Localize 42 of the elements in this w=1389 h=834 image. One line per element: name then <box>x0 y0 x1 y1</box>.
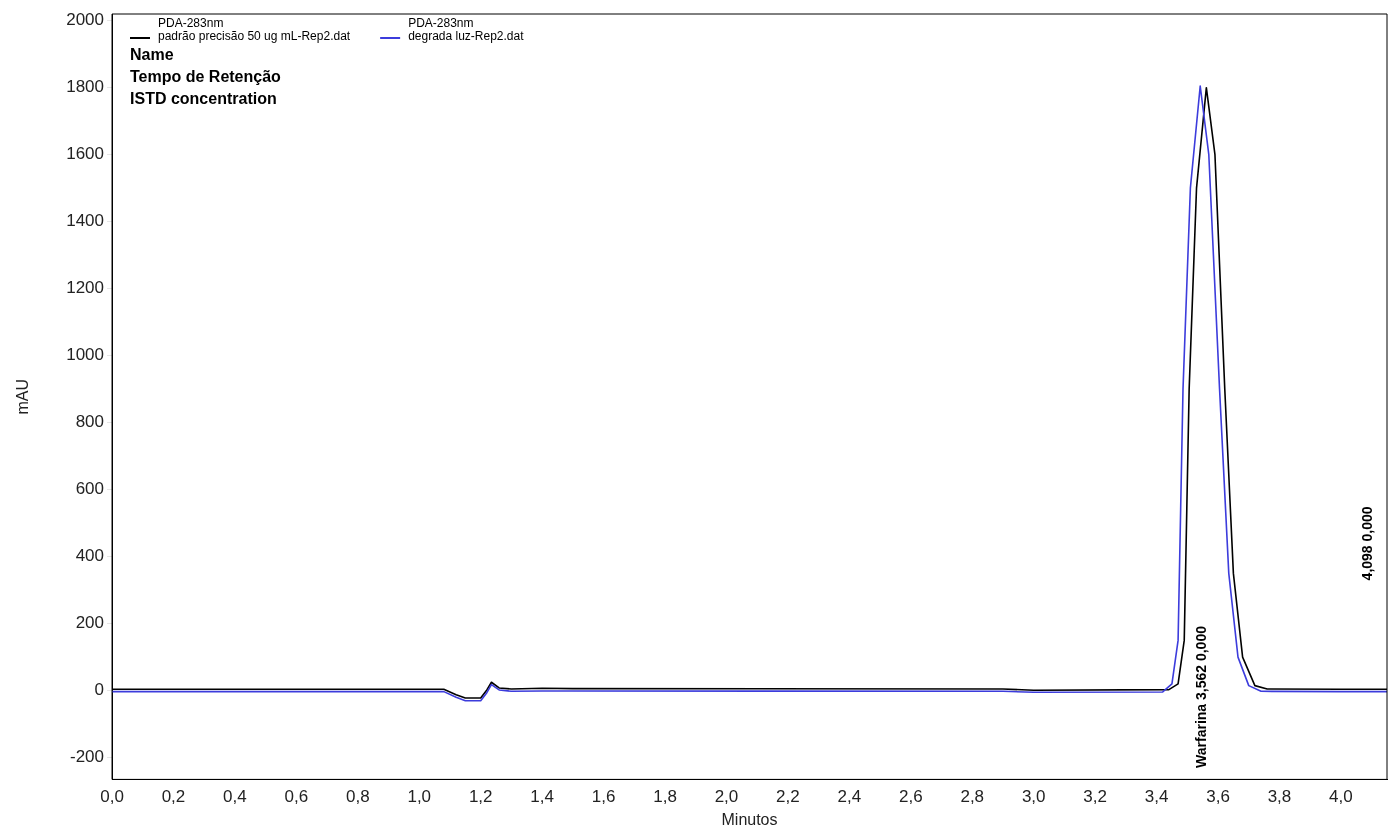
y-tick-label: -200 <box>69 747 105 767</box>
x-tick-label: 2,0 <box>714 787 739 807</box>
x-tick-label: 1,0 <box>407 787 432 807</box>
x-tick-label: 1,6 <box>591 787 616 807</box>
x-tick-label: 3,4 <box>1144 787 1169 807</box>
y-tick-label: 200 <box>75 613 105 633</box>
annotation: Name <box>130 46 174 64</box>
x-tick-label: 3,8 <box>1267 787 1292 807</box>
x-tick-label: 0,0 <box>100 787 124 807</box>
x-tick-label: 1,2 <box>468 787 493 807</box>
x-tick-label: 2,6 <box>898 787 923 807</box>
x-tick-label: 3,0 <box>1021 787 1046 807</box>
x-tick-label: 3,6 <box>1206 787 1230 807</box>
annotation: Warfarina 3,562 0,000 <box>1192 625 1209 768</box>
x-tick-label: 3,2 <box>1083 787 1107 807</box>
x-tick-label: 0,6 <box>284 787 309 807</box>
annotation: ISTD concentration <box>130 90 277 108</box>
y-tick-label: 400 <box>75 546 105 566</box>
y-tick-label: 1800 <box>66 77 105 97</box>
y-tick-label: 2000 <box>66 10 105 30</box>
x-tick-label: 0,4 <box>223 787 247 807</box>
x-axis-title: Minutos <box>721 810 778 828</box>
annotation: 4,098 0,000 <box>1358 506 1375 581</box>
y-tick-label: 800 <box>75 412 105 432</box>
y-tick-label: 1200 <box>66 278 105 298</box>
x-tick-label: 0,8 <box>345 787 370 807</box>
y-tick-label: 1400 <box>66 211 105 231</box>
legend-label: PDA-283nm padrão precisão 50 ug mL-Rep2.dat <box>158 16 351 44</box>
y-tick-label: 0 <box>94 680 105 700</box>
x-tick-label: 4,0 <box>1329 787 1353 807</box>
y-tick-label: 1000 <box>66 345 105 365</box>
x-tick-label: 1,8 <box>653 787 677 807</box>
x-tick-label: 2,2 <box>776 787 800 807</box>
y-axis-title: mAU <box>14 378 32 415</box>
x-tick-label: 2,4 <box>837 787 862 807</box>
annotation: Tempo de Retenção <box>130 68 282 86</box>
x-tick-label: 0,2 <box>161 787 186 807</box>
legend-label: PDA-283nm degrada luz-Rep2.dat <box>408 16 525 44</box>
y-tick-label: 1600 <box>66 144 105 164</box>
x-tick-label: 1,4 <box>530 787 554 807</box>
x-tick-label: 2,8 <box>960 787 985 807</box>
y-tick-label: 600 <box>75 479 105 499</box>
